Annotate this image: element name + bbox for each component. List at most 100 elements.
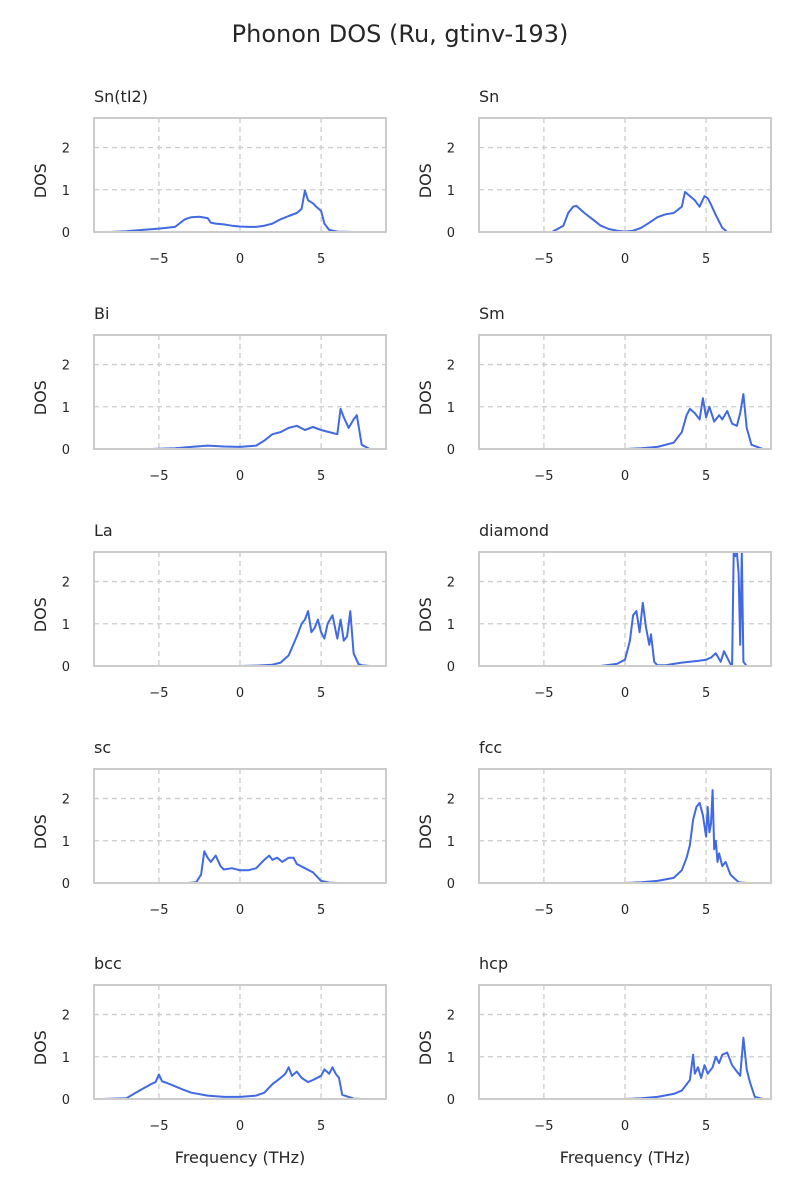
y-tick-label: 0: [62, 1093, 70, 1108]
x-tick-label: 0: [621, 903, 629, 918]
panel-frame: [93, 768, 387, 884]
dos-series-line: [624, 393, 764, 449]
panel-title: Sm: [479, 304, 505, 323]
panel-Sn(tI2): Sn(tI2) −5 0 5 0 1 2 DOS: [31, 87, 387, 267]
x-tick-label: 5: [317, 903, 325, 918]
x-tick-label: −5: [534, 469, 553, 484]
panel-title: Sn: [479, 87, 499, 106]
panel-frame: [93, 117, 387, 233]
y-axis-label: DOS: [416, 814, 435, 849]
y-tick-label: 2: [447, 142, 455, 157]
y-tick-label: 1: [62, 184, 70, 199]
y-tick-label: 2: [447, 1009, 455, 1024]
y-axis-label: DOS: [31, 597, 50, 632]
y-tick-label: 0: [447, 443, 455, 458]
x-tick-label: 0: [621, 252, 629, 267]
panel-frame: [478, 117, 772, 233]
x-tick-label: 5: [702, 686, 710, 701]
x-tick-label: −5: [149, 903, 168, 918]
y-tick-label: 0: [62, 877, 70, 892]
x-tick-label: 0: [621, 469, 629, 484]
y-axis-label: DOS: [31, 814, 50, 849]
panel-title: Bi: [94, 304, 109, 323]
x-tick-label: −5: [149, 686, 168, 701]
x-tick-label: 5: [317, 686, 325, 701]
x-tick-label: 5: [702, 469, 710, 484]
panel-frame: [93, 984, 387, 1100]
panel-fcc: fcc −5 0 5 0 1 2 DOS: [416, 738, 772, 918]
panel-Sn: Sn −5 0 5 0 1 2 DOS: [416, 87, 772, 267]
panel-frame: [478, 551, 772, 667]
panel-frame: [478, 768, 772, 884]
y-tick-label: 1: [62, 401, 70, 416]
x-tick-label: 5: [702, 252, 710, 267]
y-axis-label: DOS: [416, 163, 435, 198]
panel-La: La −5 0 5 0 1 2 DOS: [31, 521, 387, 701]
panel-title: Sn(tI2): [94, 87, 148, 106]
x-axis-label: Frequency (THz): [175, 1148, 305, 1167]
y-tick-label: 1: [62, 1051, 70, 1066]
dos-series-line: [624, 789, 747, 883]
x-tick-label: 0: [621, 1119, 629, 1134]
panel-sc: sc −5 0 5 0 1 2 DOS: [31, 738, 387, 918]
y-tick-label: 2: [447, 359, 455, 374]
panel-bcc: bcc −5 0 5 0 1 2 DOS Frequency (THz): [31, 954, 387, 1167]
x-tick-label: 0: [236, 686, 244, 701]
x-tick-label: −5: [149, 1119, 168, 1134]
x-tick-label: 5: [317, 1119, 325, 1134]
panel-Sm: Sm −5 0 5 0 1 2 DOS: [416, 304, 772, 484]
x-tick-label: 0: [236, 1119, 244, 1134]
y-tick-label: 2: [62, 359, 70, 374]
y-tick-label: 1: [62, 618, 70, 633]
y-tick-label: 1: [447, 184, 455, 199]
x-tick-label: −5: [149, 252, 168, 267]
panel-Bi: Bi −5 0 5 0 1 2 DOS: [31, 304, 387, 484]
y-tick-label: 2: [447, 793, 455, 808]
x-tick-label: 0: [236, 903, 244, 918]
dos-series-line: [624, 1036, 764, 1099]
y-tick-label: 2: [447, 576, 455, 591]
dos-series-line: [150, 407, 371, 449]
y-tick-label: 1: [447, 618, 455, 633]
panel-title: sc: [94, 738, 111, 757]
x-tick-label: 5: [317, 469, 325, 484]
y-tick-label: 0: [447, 660, 455, 675]
y-tick-label: 0: [447, 1093, 455, 1108]
x-axis-label: Frequency (THz): [560, 1148, 690, 1167]
x-tick-label: −5: [149, 469, 168, 484]
y-tick-label: 1: [447, 835, 455, 850]
y-axis-label: DOS: [416, 1030, 435, 1065]
x-tick-label: 5: [702, 1119, 710, 1134]
y-axis-label: DOS: [31, 1030, 50, 1065]
figure-title: Phonon DOS (Ru, gtinv-193): [231, 20, 569, 48]
x-tick-label: −5: [534, 1119, 553, 1134]
panel-title: La: [94, 521, 113, 540]
y-axis-label: DOS: [416, 380, 435, 415]
panel-title: bcc: [94, 954, 122, 973]
panel-frame: [478, 334, 772, 450]
panel-diamond: diamond −5 0 5 0 1 2 DOS: [416, 521, 772, 701]
dos-series-line: [188, 850, 338, 883]
x-tick-label: −5: [534, 686, 553, 701]
y-tick-label: 1: [447, 401, 455, 416]
y-tick-label: 0: [62, 226, 70, 241]
y-tick-label: 2: [62, 142, 70, 157]
panel-title: diamond: [479, 521, 549, 540]
y-axis-label: DOS: [31, 380, 50, 415]
x-tick-label: −5: [534, 903, 553, 918]
x-tick-label: 0: [236, 469, 244, 484]
x-tick-label: 0: [621, 686, 629, 701]
y-tick-label: 0: [62, 443, 70, 458]
panel-frame: [478, 984, 772, 1100]
y-tick-label: 0: [447, 226, 455, 241]
panel-title: fcc: [479, 738, 502, 757]
panel-frame: [93, 551, 387, 667]
x-tick-label: 5: [702, 903, 710, 918]
x-tick-label: 5: [317, 252, 325, 267]
y-axis-label: DOS: [416, 597, 435, 632]
y-tick-label: 1: [447, 1051, 455, 1066]
y-tick-label: 2: [62, 576, 70, 591]
y-tick-label: 1: [62, 835, 70, 850]
dos-series-line: [551, 190, 728, 232]
